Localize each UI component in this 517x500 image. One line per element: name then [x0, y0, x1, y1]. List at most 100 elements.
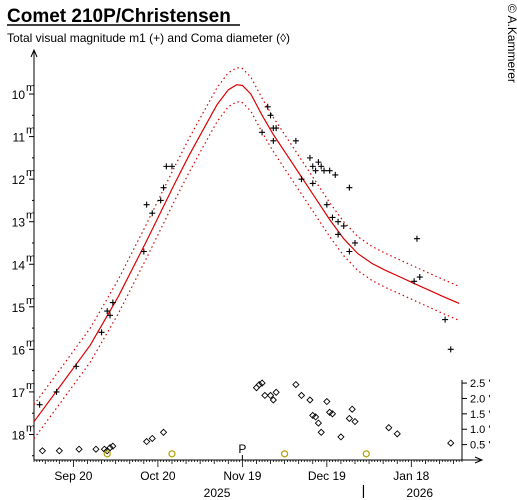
- magnitude-point: [168, 163, 175, 170]
- band-lower: [33, 101, 460, 440]
- coma-point: [55, 447, 63, 455]
- magnitude-point: [292, 137, 299, 144]
- magnitude-point: [416, 274, 423, 281]
- coma-point: [252, 384, 261, 392]
- magnitude-point: [298, 176, 305, 183]
- coma-point: [385, 424, 393, 432]
- coma-point: [345, 414, 354, 423]
- time-tick-label: Dec 19: [308, 469, 346, 483]
- magnitude-point: [315, 159, 322, 166]
- magnitude-tick-suffix: m: [26, 82, 35, 94]
- coma-tick-label: 0.5 ': [470, 440, 490, 452]
- magnitude-point: [321, 167, 328, 174]
- magnitude-point: [318, 163, 325, 170]
- coma-point: [337, 433, 345, 441]
- magnitude-point: [267, 112, 274, 119]
- magnitude-point: [413, 235, 420, 242]
- magnitude-point: [329, 214, 336, 221]
- confidence-band: [33, 67, 460, 440]
- magnitude-point: [312, 167, 319, 174]
- magnitude-point: [323, 201, 330, 208]
- magnitude-point: [264, 103, 271, 110]
- chart-subtitle: Total visual magnitude m1 (+) and Coma d…: [7, 31, 290, 45]
- coma-point: [351, 417, 359, 426]
- time-tick-label: Nov 19: [223, 469, 261, 483]
- magnitude-point: [340, 222, 347, 229]
- coma-point: [255, 380, 263, 389]
- time-tick-label: Oct 20: [140, 469, 176, 483]
- magnitude-tick-suffix: m: [26, 167, 35, 179]
- coma-point: [92, 445, 100, 453]
- magnitude-point: [346, 184, 353, 191]
- magnitude-axis-arrow: [30, 48, 38, 58]
- magnitude-point: [352, 239, 358, 246]
- time-tick-label: Jan 18: [393, 469, 429, 483]
- coma-point: [106, 444, 114, 452]
- coma-point: [142, 437, 151, 446]
- coma-point: [75, 445, 83, 453]
- time-axis-arrow: [474, 456, 484, 464]
- coma-point: [328, 410, 337, 418]
- magnitude-tick-label: 14: [12, 258, 26, 272]
- magnitude-point: [309, 163, 316, 170]
- magnitude-point: [109, 299, 116, 306]
- magnitude-tick-label: 13: [12, 216, 26, 230]
- coma-uncertain-point: [168, 450, 176, 458]
- coma-point: [258, 379, 266, 387]
- chart-title: Comet 210P/Christensen: [7, 6, 231, 27]
- magnitude-point: [149, 210, 156, 217]
- magnitude-point: [143, 201, 150, 208]
- magnitude-point: [73, 363, 80, 370]
- magnitude-tick-label: 12: [12, 173, 26, 187]
- perihelion-label: P: [238, 442, 246, 456]
- coma-point: [314, 419, 323, 427]
- magnitude-point: [270, 137, 277, 144]
- magnitude-point: [442, 316, 449, 323]
- magnitude-tick-suffix: m: [26, 295, 35, 307]
- magnitude-point: [306, 154, 313, 161]
- coma-point: [269, 396, 277, 404]
- magnitude-tick-suffix: m: [26, 337, 35, 349]
- coma-uncertain-point: [103, 450, 111, 458]
- coma-point: [306, 396, 314, 404]
- magnitude-point: [163, 163, 170, 170]
- coma-point: [38, 447, 47, 455]
- magnitude-point: [335, 231, 342, 238]
- coma-point: [266, 391, 275, 400]
- magnitude-point: [447, 346, 454, 353]
- magnitude-point: [332, 171, 339, 178]
- magnitude-tick-label: 18: [12, 428, 26, 442]
- coma-point: [393, 430, 401, 438]
- coma-tick-label: 2.5 ': [470, 378, 490, 390]
- coma-uncertain-point: [281, 450, 289, 458]
- coma-point: [148, 434, 156, 443]
- magnitude-point: [98, 329, 105, 336]
- magnitude-point: [411, 278, 418, 285]
- year-label: 2026: [406, 486, 433, 500]
- magnitude-point: [104, 308, 111, 315]
- coma-point: [261, 391, 269, 400]
- magnitude-tick-label: 17: [12, 386, 26, 400]
- coma-points: [38, 379, 455, 458]
- magnitude-point: [273, 125, 280, 132]
- magnitude-tick-suffix: m: [26, 125, 35, 137]
- coma-point: [311, 413, 320, 421]
- coma-uncertain-point: [362, 450, 370, 458]
- magnitude-tick-suffix: m: [26, 210, 35, 222]
- year-label: 2025: [204, 486, 231, 500]
- magnitude-point: [326, 167, 333, 174]
- magnitude-tick-label: 10: [12, 88, 26, 102]
- axes-layer: [29, 48, 484, 498]
- magnitude-point: [140, 248, 147, 255]
- coma-point: [297, 391, 306, 400]
- magnitude-points: [36, 103, 454, 408]
- coma-point: [323, 397, 331, 406]
- coma-point: [348, 405, 356, 413]
- coma-point: [109, 442, 117, 450]
- magnitude-tick-suffix: m: [26, 422, 35, 434]
- magnitude-tick-label: 16: [12, 343, 26, 357]
- coma-point: [272, 388, 280, 396]
- magnitude-point: [335, 218, 342, 225]
- magnitude-point: [309, 180, 316, 187]
- time-tick-label: Sep 20: [54, 469, 92, 483]
